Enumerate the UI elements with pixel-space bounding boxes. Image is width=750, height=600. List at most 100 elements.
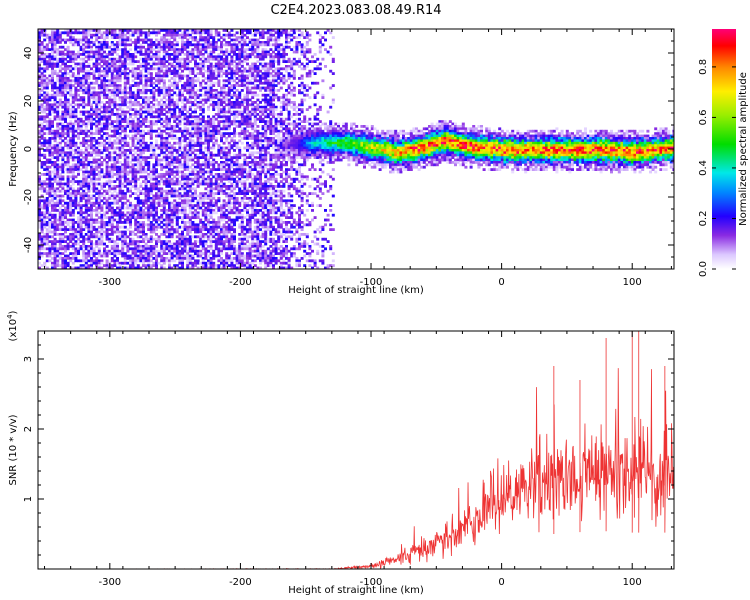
heatmap-cell: [173, 147, 176, 150]
heatmap-cell: [61, 139, 64, 142]
heatmap-cell: [212, 228, 215, 231]
heatmap-cell: [197, 137, 200, 140]
heatmap-cell: [163, 84, 166, 87]
heatmap-cell: [59, 123, 62, 126]
heatmap-cell: [100, 82, 103, 85]
heatmap-cell: [82, 51, 85, 54]
heatmap-cell: [129, 55, 132, 58]
heatmap-cell: [145, 190, 148, 193]
heatmap-cell: [155, 185, 158, 188]
heatmap-cell: [132, 207, 135, 210]
heatmap-cell: [67, 183, 70, 186]
heatmap-cell: [158, 113, 161, 116]
heatmap-cell: [168, 202, 171, 205]
heatmap-cell: [176, 151, 179, 154]
heatmap-cell: [113, 262, 116, 265]
heatmap-cell: [145, 75, 148, 78]
heatmap-cell: [210, 41, 213, 44]
heatmap-cell: [142, 247, 145, 250]
heatmap-cell: [184, 132, 187, 135]
heatmap-cell: [173, 175, 176, 178]
heatmap-cell: [163, 223, 166, 226]
heatmap-cell: [210, 243, 213, 246]
heatmap-cell: [111, 216, 114, 219]
heatmap-cell: [150, 135, 153, 138]
heatmap-cell: [113, 163, 116, 166]
heatmap-cell: [51, 190, 54, 193]
heatmap-cell: [163, 207, 166, 210]
heatmap-cell: [160, 250, 163, 253]
heatmap-cell: [51, 171, 54, 174]
heatmap-cell: [106, 235, 109, 238]
heatmap-cell: [184, 173, 187, 176]
heatmap-cell: [82, 79, 85, 82]
heatmap-cell: [194, 123, 197, 126]
heatmap-cell: [129, 58, 132, 61]
heatmap-cell: [77, 161, 80, 164]
heatmap-cell: [48, 147, 51, 150]
heatmap-cell: [134, 144, 137, 147]
heatmap-cell: [142, 199, 145, 202]
heatmap-cell: [197, 259, 200, 262]
heatmap-cell: [155, 250, 158, 253]
heatmap-cell: [207, 75, 210, 78]
heatmap-cell: [197, 94, 200, 97]
heatmap-cell: [212, 211, 215, 214]
heatmap-cell: [46, 168, 49, 171]
heatmap-cell: [217, 101, 220, 104]
heatmap-cell: [147, 187, 150, 190]
heatmap-cell: [134, 156, 137, 159]
heatmap-cell: [197, 207, 200, 210]
heatmap-cell: [207, 195, 210, 198]
heatmap-cell: [184, 192, 187, 195]
heatmap-cell: [95, 79, 98, 82]
heatmap-cell: [80, 31, 83, 34]
heatmap-cell: [186, 111, 189, 114]
heatmap-cell: [106, 132, 109, 135]
heatmap-cell: [46, 238, 49, 241]
heatmap-cell: [77, 82, 80, 85]
heatmap-cell: [95, 58, 98, 61]
heatmap-cell: [72, 209, 75, 212]
heatmap-cell: [129, 226, 132, 229]
heatmap-cell: [155, 257, 158, 260]
heatmap-cell: [207, 192, 210, 195]
heatmap-cell: [124, 255, 127, 258]
heatmap-cell: [160, 147, 163, 150]
heatmap-cell: [176, 166, 179, 169]
heatmap-cell: [72, 154, 75, 157]
heatmap-cell: [186, 118, 189, 121]
heatmap-cell: [207, 221, 210, 224]
heatmap-cell: [77, 221, 80, 224]
heatmap-cell: [56, 79, 59, 82]
heatmap-cell: [90, 262, 93, 265]
heatmap-cell: [59, 228, 62, 231]
heatmap-cell: [85, 89, 88, 92]
heatmap-cell: [51, 70, 54, 73]
heatmap-cell: [152, 67, 155, 70]
heatmap-cell: [134, 185, 137, 188]
heatmap-cell: [85, 168, 88, 171]
heatmap-cell: [194, 94, 197, 97]
heatmap-cell: [212, 192, 215, 195]
heatmap-cell: [147, 101, 150, 104]
heatmap-cell: [197, 154, 200, 157]
heatmap-cell: [142, 96, 145, 99]
heatmap-cell: [150, 72, 153, 75]
heatmap-cell: [191, 250, 194, 253]
heatmap-cell: [173, 161, 176, 164]
heatmap-cell: [46, 108, 49, 111]
heatmap-cell: [106, 228, 109, 231]
heatmap-cell: [204, 214, 207, 217]
heatmap-cell: [111, 151, 114, 154]
heatmap-cell: [51, 75, 54, 78]
heatmap-cell: [46, 103, 49, 106]
heatmap-cell: [77, 159, 80, 162]
heatmap-cell: [77, 103, 80, 106]
heatmap-cell: [210, 75, 213, 78]
heatmap-cell: [176, 190, 179, 193]
heatmap-cell: [152, 207, 155, 210]
heatmap-cell: [41, 132, 44, 135]
heatmap-cell: [168, 31, 171, 34]
heatmap-cell: [124, 111, 127, 114]
